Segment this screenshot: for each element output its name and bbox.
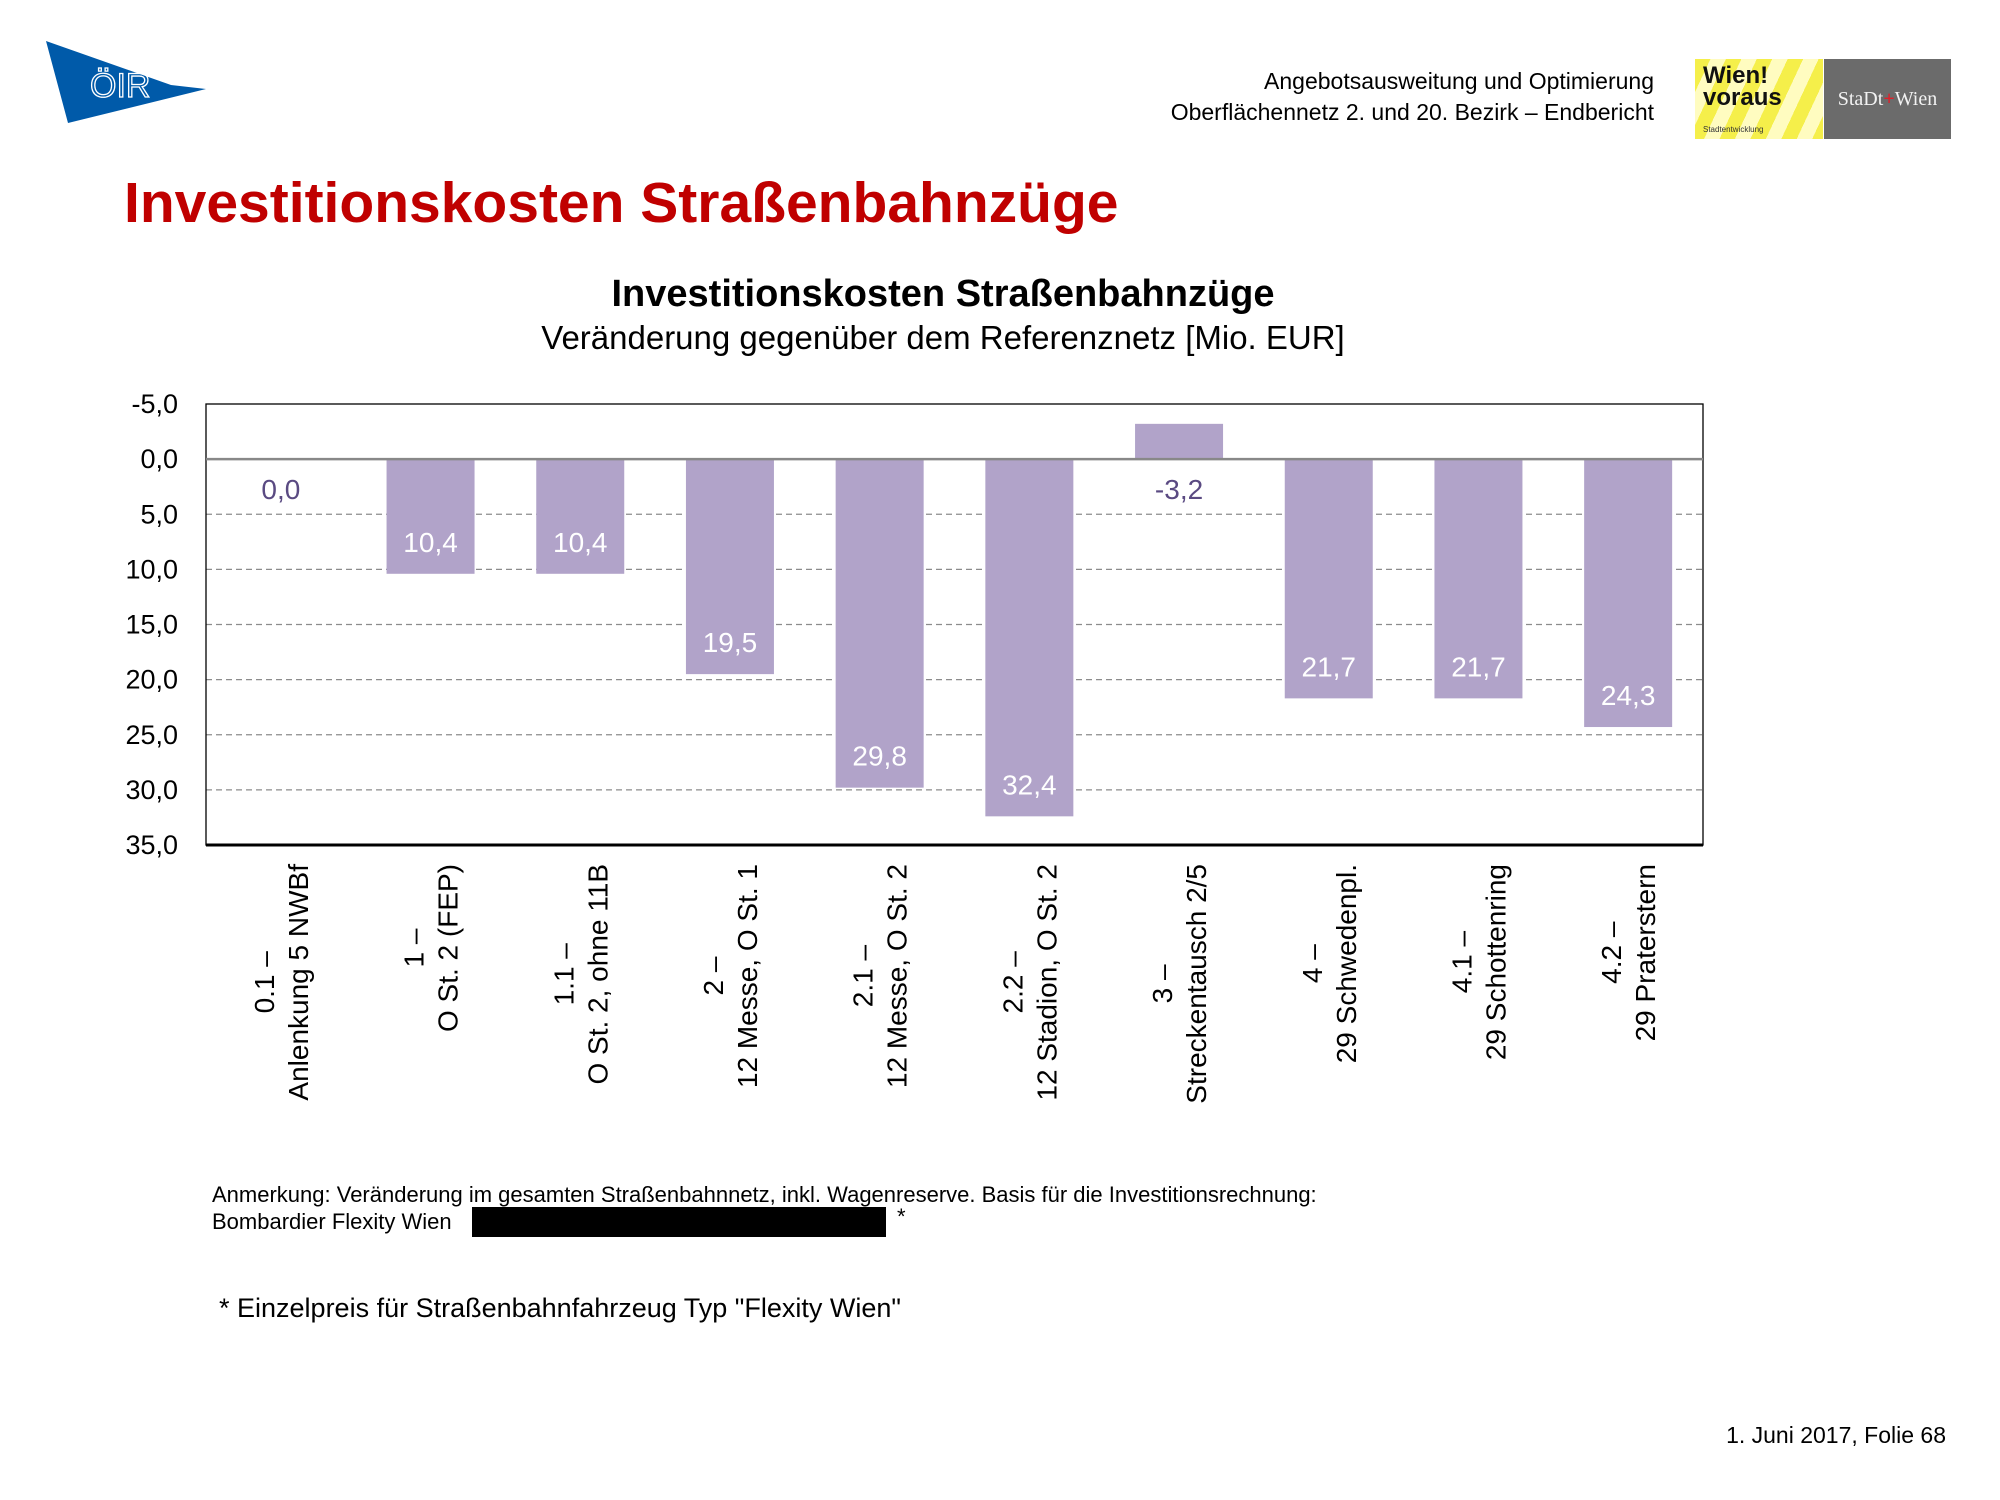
- data-labels: 0,0 10,4 10,4 19,5 29,8 32,4 -3,2 21,7 21,7 24,3: [261, 474, 1655, 800]
- x-tick-label-line: 2 –: [698, 956, 729, 995]
- x-tick-label-line: 29 Schwedenpl.: [1331, 864, 1362, 1063]
- data-label: 21,7: [1302, 651, 1357, 682]
- report-title-line2: Oberflächennetz 2. und 20. Bezirk – Endb…: [1170, 99, 1654, 125]
- x-tick-label-line: 12 Stadion, O St. 2: [1031, 864, 1062, 1101]
- data-label: 24,3: [1601, 680, 1656, 711]
- stadt-logo-cross: +: [1883, 87, 1895, 110]
- x-tick-label-line: 1.1 –: [548, 943, 579, 1006]
- x-tick-label-line: 4.2 –: [1596, 921, 1627, 984]
- x-tick-label-line: 12 Messe, O St. 2: [882, 864, 913, 1088]
- data-label: 21,7: [1451, 651, 1506, 682]
- stadt-wien-logo: StaDt + Wien: [1824, 59, 1951, 139]
- x-tick-label-line: O St. 2, ohne 11B: [582, 864, 613, 1085]
- redacted-block: [472, 1207, 886, 1237]
- x-tick-label-line: 29 Praterstern: [1630, 864, 1661, 1041]
- slide-footer: 1. Juni 2017, Folie 68: [1726, 1422, 1946, 1448]
- x-tick-label-line: 2.2 –: [997, 951, 1028, 1014]
- data-label: 32,4: [1002, 769, 1057, 800]
- x-tick-label-line: 12 Messe, O St. 1: [732, 864, 763, 1088]
- bar: [1284, 459, 1373, 699]
- note-line1: Anmerkung: Veränderung im gesamten Straß…: [212, 1182, 1317, 1207]
- y-tick-label: 0,0: [140, 444, 178, 474]
- x-tick-label: 4 –29 Schwedenpl.: [1297, 864, 1362, 1063]
- y-tick-label: 15,0: [125, 610, 178, 640]
- bar: [685, 459, 774, 675]
- bar: [985, 459, 1074, 817]
- note-line2: Bombardier Flexity Wien: [212, 1209, 452, 1234]
- bar: [835, 459, 924, 788]
- x-tick-label-line: 2.1 –: [848, 944, 879, 1007]
- bar: [1434, 459, 1523, 699]
- wien-voraus-logo: Wien! voraus Stadtentwicklung: [1695, 59, 1823, 139]
- x-tick-label: 2.1 –12 Messe, O St. 2: [848, 864, 913, 1088]
- stadt-logo-left: StaDt: [1837, 87, 1884, 110]
- y-tick-label: 20,0: [125, 665, 178, 695]
- x-tick-label: 2.2 –12 Stadion, O St. 2: [997, 864, 1062, 1101]
- bar: [1584, 459, 1673, 728]
- x-tick-label: 3 – Streckentausch 2/5: [1147, 864, 1212, 1104]
- x-axis: 0.1 – Anlenkung 5 NWBf 1 – O St. 2 (FEP) 1.1…: [249, 864, 1661, 1104]
- wien-logo-sub: Stadtentwicklung: [1703, 125, 1764, 134]
- y-tick-label: -5,0: [131, 389, 178, 419]
- chart-title: Investitionskosten Straßenbahnzüge: [612, 273, 1275, 315]
- page-title: Investitionskosten Straßenbahnzüge: [124, 171, 1119, 235]
- y-tick-label: 35,0: [125, 830, 178, 860]
- note-asterisk: *: [897, 1204, 906, 1229]
- x-tick-label-line: 1 –: [399, 928, 430, 967]
- x-tick-label-line: Anlenkung 5 NWBf: [283, 864, 314, 1101]
- y-tick-label: 30,0: [125, 775, 178, 805]
- plot-frame: [205, 403, 1704, 847]
- data-label: 19,5: [703, 627, 758, 658]
- bar: [536, 459, 625, 574]
- bars: [386, 423, 1673, 817]
- y-axis: -5,0 0,0 5,0 10,0 15,0 20,0 25,0 30,0 35,0: [125, 389, 178, 860]
- x-tick-label: 1 – O St. 2 (FEP): [399, 864, 464, 1032]
- x-tick-label: 0.1 – Anlenkung 5 NWBf: [249, 864, 314, 1101]
- x-tick-label-line: O St. 2 (FEP): [433, 864, 464, 1032]
- data-label: 10,4: [553, 527, 608, 558]
- y-tick-label: 5,0: [140, 499, 178, 529]
- x-tick-label-line: 0.1 –: [249, 951, 280, 1014]
- wien-logo-line1: Wien!: [1703, 62, 1769, 89]
- x-tick-label: 2 –12 Messe, O St. 1: [698, 864, 763, 1088]
- bar: [386, 459, 475, 574]
- x-tick-label-line: 29 Schottenring: [1480, 864, 1511, 1060]
- x-tick-label: 1.1 – O St. 2, ohne 11B: [548, 864, 613, 1085]
- wien-logo-line2: voraus: [1703, 84, 1782, 111]
- x-tick-label-line: 4.1 –: [1446, 931, 1477, 994]
- x-tick-label: 4.1 –29 Schottenring: [1446, 864, 1511, 1060]
- oir-logo: ÖIR: [46, 41, 206, 123]
- oir-logo-text: ÖIR: [90, 67, 150, 105]
- x-tick-label: 4.2 –29 Praterstern: [1596, 864, 1661, 1041]
- x-tick-label-line: 3 –: [1147, 964, 1178, 1003]
- x-tick-label-line: 4 –: [1297, 944, 1328, 983]
- x-tick-label-line: Streckentausch 2/5: [1181, 864, 1212, 1104]
- report-title-line1: Angebotsausweitung und Optimierung: [1264, 68, 1654, 94]
- data-label: -3,2: [1155, 474, 1203, 505]
- bar: [1135, 423, 1224, 460]
- footnote: * Einzelpreis für Straßenbahnfahrzeug Ty…: [219, 1293, 901, 1323]
- chart-subtitle: Veränderung gegenüber dem Referenznetz […: [541, 319, 1344, 356]
- data-label: 10,4: [403, 527, 458, 558]
- data-label: 0,0: [261, 474, 300, 505]
- stadt-logo-right: Wien: [1894, 87, 1938, 110]
- y-tick-label: 25,0: [125, 720, 178, 750]
- data-label: 29,8: [852, 741, 907, 772]
- y-tick-label: 10,0: [125, 554, 178, 584]
